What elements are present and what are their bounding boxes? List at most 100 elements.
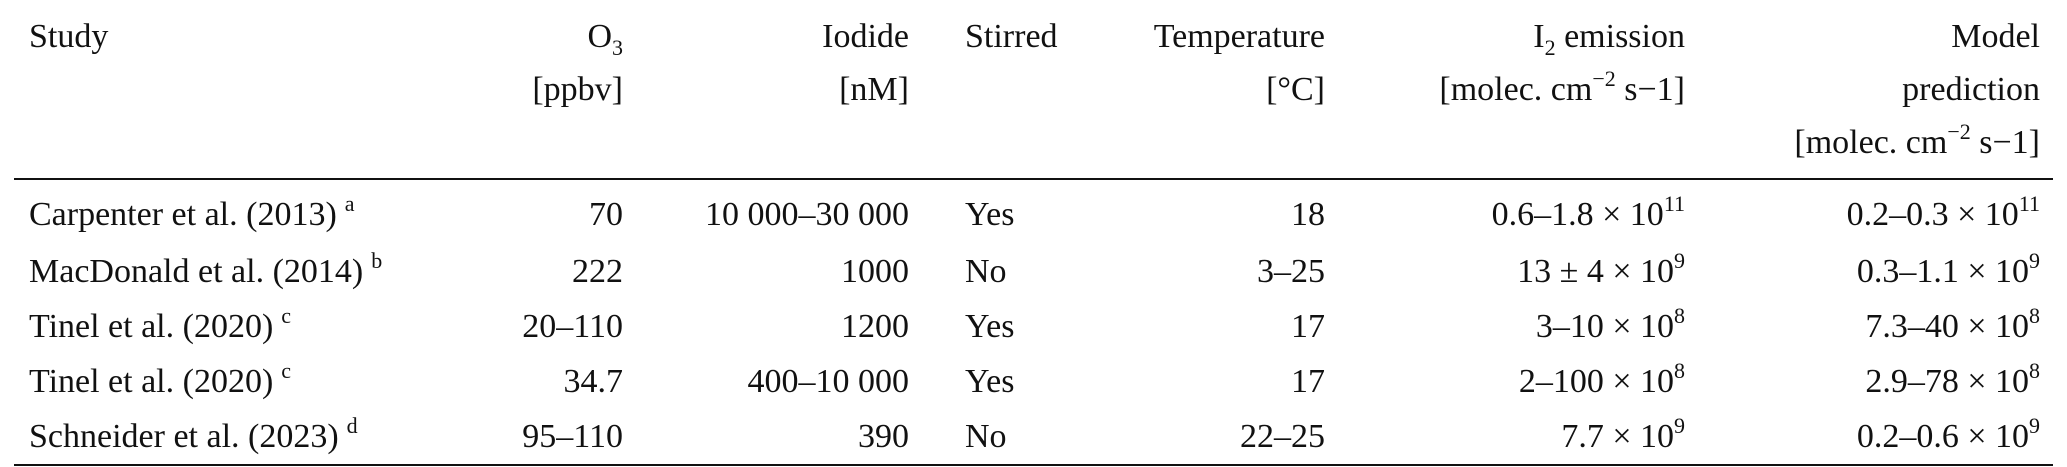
cell-text: 18 [1291,196,1325,233]
superscript: 8 [2029,303,2040,328]
data-cell: No [965,415,1007,459]
cell-text: 22–25 [1240,418,1325,455]
cell-text: Schneider et al. (2023) [29,418,339,455]
data-cell: 7.7 × 109 [1561,415,1685,459]
data-cell: 95–110 [522,415,623,459]
cell-text: 1000 [841,253,909,290]
cell-text: emission [1555,18,1685,55]
header-cell: [nM] [839,68,909,112]
data-cell: 22–25 [1240,415,1325,459]
data-cell: Yes [965,193,1014,237]
header-cell: [molec. cm−2 s−1] [1439,68,1685,112]
superscript: c [281,358,292,383]
cell-text: 13 ± 4 × 10 [1517,253,1674,290]
cell-text: 0.3–1.1 × 10 [1856,253,2029,290]
superscript: a [344,191,355,216]
data-cell: 2.9–78 × 108 [1865,360,2040,404]
superscript: 8 [2029,358,2040,383]
data-cell: Yes [965,360,1014,404]
cell-text: 3–25 [1257,253,1325,290]
study-cell: Carpenter et al. (2013) a [29,193,355,237]
data-cell: 2–100 × 108 [1519,360,1685,404]
cell-text: s−1] [1615,71,1685,108]
header-cell: [°C] [1266,68,1325,112]
header-cell: Stirred [965,15,1058,59]
data-cell: 10 000–30 000 [705,193,909,237]
data-cell: 390 [858,415,909,459]
superscript: 11 [2018,191,2040,216]
cell-text: 70 [589,196,623,233]
cell-text: [ppbv] [532,71,623,108]
header-cell: Model [1951,15,2040,59]
data-cell: 0.3–1.1 × 109 [1857,250,2040,294]
cell-text: 1200 [841,308,909,345]
data-cell: Yes [965,305,1014,349]
data-cell: 17 [1291,305,1325,349]
header-cell: Iodide [822,15,909,59]
header-cell: O3 [587,15,623,59]
superscript: 9 [1674,413,1685,438]
cell-text: 7.3–40 × 10 [1865,308,2029,345]
cell-text: Study [29,18,109,55]
superscript: 9 [2029,413,2040,438]
cell-text: Yes [965,308,1015,345]
header-cell: prediction [1902,68,2040,112]
cell-text: 0.2–0.6 × 10 [1856,418,2029,455]
cell-text: 0.6–1.8 × 10 [1491,196,1664,233]
cell-text: Yes [965,196,1015,233]
data-cell: 7.3–40 × 108 [1865,305,2040,349]
data-cell: 13 ± 4 × 109 [1517,250,1685,294]
cell-text: Iodide [822,18,909,55]
cell-text: O [587,18,612,55]
data-cell: 17 [1291,360,1325,404]
data-cell: 0.2–0.6 × 109 [1857,415,2040,459]
cell-text: 20–110 [522,308,623,345]
study-cell: Tinel et al. (2020) c [29,305,291,349]
cell-text: [°C] [1266,71,1325,108]
header-cell: Temperature [1154,15,1325,59]
study-cell: Schneider et al. (2023) d [29,415,358,459]
header-cell: [ppbv] [532,68,623,112]
data-cell: No [965,250,1007,294]
superscript: d [346,413,358,438]
data-cell: 1000 [841,250,909,294]
cell-text: 400–10 000 [747,363,910,400]
superscript: 9 [1674,248,1685,273]
superscript: 8 [1674,303,1685,328]
superscript: b [371,248,383,273]
cell-text: Carpenter et al. (2013) [29,196,337,233]
bottom-rule [14,464,2053,466]
data-cell: 400–10 000 [748,360,910,404]
cell-text: 34.7 [563,363,624,400]
header-cell: I2 emission [1533,15,1685,59]
cell-text: Tinel et al. (2020) [29,308,274,345]
cell-text: s−1] [1970,124,2040,161]
data-cell: 20–110 [522,305,623,349]
study-cell: MacDonald et al. (2014) b [29,250,382,294]
cell-text: No [965,253,1007,290]
cell-text: 222 [572,253,623,290]
superscript: −2 [1947,119,1971,144]
header-cell: Study [29,15,108,59]
cell-text: 17 [1291,308,1325,345]
data-cell: 0.2–0.3 × 1011 [1847,193,2040,237]
data-cell: 34.7 [564,360,624,404]
study-cell: Tinel et al. (2020) c [29,360,291,404]
cell-text: 2–100 × 10 [1518,363,1674,400]
cell-text: 95–110 [522,418,623,455]
subscript: 3 [612,35,623,60]
cell-text: 3–10 × 10 [1535,308,1674,345]
header-rule [14,178,2053,180]
cell-text: prediction [1902,71,2040,108]
data-cell: 3–25 [1257,250,1325,294]
cell-text: Yes [965,363,1015,400]
cell-text: [nM] [839,71,909,108]
superscript: 8 [1674,358,1685,383]
data-cell: 70 [589,193,623,237]
cell-text: Model [1951,18,2040,55]
header-cell: [molec. cm−2 s−1] [1794,121,2040,165]
data-cell: 3–10 × 108 [1536,305,1685,349]
cell-text: 0.2–0.3 × 10 [1846,196,2019,233]
cell-text: 390 [858,418,909,455]
